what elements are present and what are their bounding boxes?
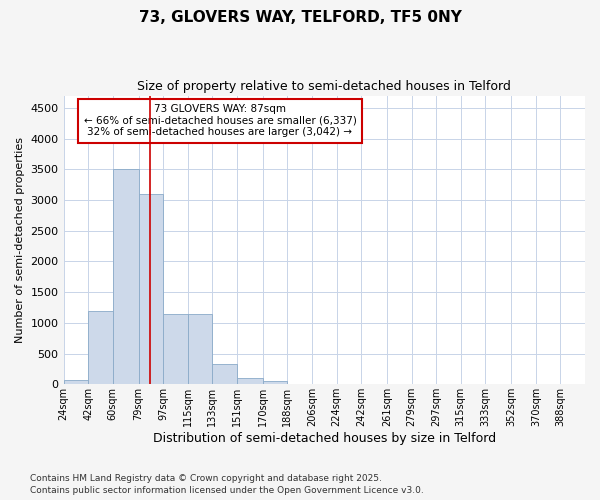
Bar [139,194,163,384]
Bar [64,380,88,384]
Bar [263,381,287,384]
Bar [212,364,237,384]
Text: 73 GLOVERS WAY: 87sqm
← 66% of semi-detached houses are smaller (6,337)
32% of s: 73 GLOVERS WAY: 87sqm ← 66% of semi-deta… [83,104,356,138]
Bar [113,170,139,384]
Text: Contains HM Land Registry data © Crown copyright and database right 2025.
Contai: Contains HM Land Registry data © Crown c… [30,474,424,495]
Bar [163,314,188,384]
Y-axis label: Number of semi-detached properties: Number of semi-detached properties [15,137,25,343]
Bar [188,314,212,384]
Bar [237,378,263,384]
X-axis label: Distribution of semi-detached houses by size in Telford: Distribution of semi-detached houses by … [153,432,496,445]
Title: Size of property relative to semi-detached houses in Telford: Size of property relative to semi-detach… [137,80,511,93]
Text: 73, GLOVERS WAY, TELFORD, TF5 0NY: 73, GLOVERS WAY, TELFORD, TF5 0NY [139,10,461,25]
Bar [88,310,113,384]
